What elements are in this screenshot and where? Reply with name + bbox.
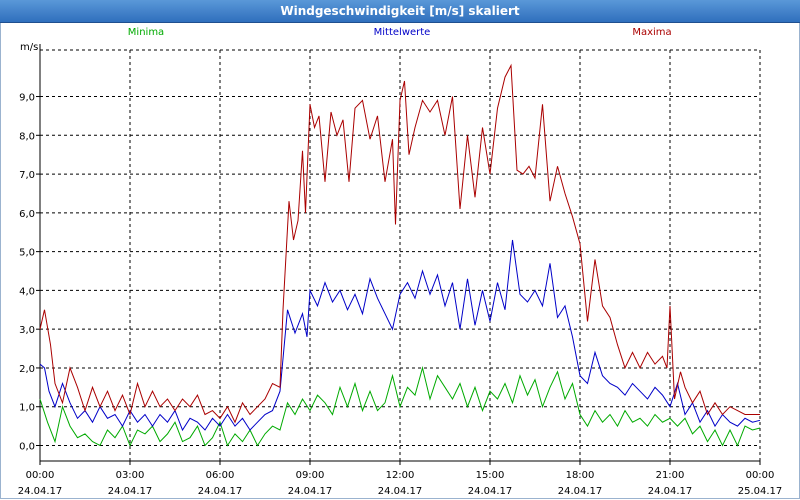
x-tick-time: 00:00 <box>26 470 55 481</box>
y-tick-label: 8,0 <box>19 131 35 142</box>
series-line-mittelwerte <box>39 239 761 432</box>
series-lines <box>39 63 761 447</box>
x-tick-date: 24.04.17 <box>468 486 513 497</box>
y-tick-label: 7,0 <box>19 170 35 181</box>
legend: Minima Mittelwerte Maxima <box>128 27 672 38</box>
x-tick-time: 09:00 <box>296 470 325 481</box>
y-tick-label: 4,0 <box>19 286 35 297</box>
legend-minima: Minima <box>128 27 164 38</box>
y-tick-label: 0,0 <box>19 441 35 452</box>
series-line-minima <box>39 365 761 447</box>
axes: 0,0 1,0 2,0 3,0 4,0 5,0 6,0 7,0 8,0 9,0 00:00 24.04… <box>18 44 783 497</box>
chart-title-bar: Windgeschwindigkeit [m/s] skaliert <box>0 0 800 23</box>
grid-lines <box>39 49 761 461</box>
x-tick-date: 24.04.17 <box>288 486 333 497</box>
y-tick-label: 5,0 <box>19 248 35 259</box>
x-tick-date: 24.04.17 <box>558 486 603 497</box>
y-tick-label: 3,0 <box>19 325 35 336</box>
x-tick-time: 21:00 <box>656 470 685 481</box>
x-tick-date: 24.04.17 <box>378 486 423 497</box>
y-tick-label: 9,0 <box>19 93 35 104</box>
legend-mittelwerte: Mittelwerte <box>374 27 431 38</box>
y-tick-label: 1,0 <box>19 403 35 414</box>
x-tick-time: 18:00 <box>566 470 595 481</box>
x-tick-time: 00:00 <box>746 470 775 481</box>
x-tick-date: 24.04.17 <box>108 486 153 497</box>
x-tick-date: 24.04.17 <box>18 486 63 497</box>
legend-maxima: Maxima <box>632 27 671 38</box>
chart-title: Windgeschwindigkeit [m/s] skaliert <box>280 4 520 18</box>
series-line-maxima <box>39 63 760 424</box>
x-tick-time: 06:00 <box>206 470 235 481</box>
y-tick-label: 6,0 <box>19 209 35 220</box>
x-tick-time: 12:00 <box>386 470 415 481</box>
y-tick-label: 2,0 <box>19 364 35 375</box>
y-axis-unit: m/s <box>20 42 38 53</box>
x-tick-date: 25.04.17 <box>738 486 783 497</box>
x-tick-date: 24.04.17 <box>198 486 243 497</box>
x-tick-time: 15:00 <box>476 470 505 481</box>
x-tick-time: 03:00 <box>116 470 145 481</box>
x-tick-date: 24.04.17 <box>648 486 693 497</box>
